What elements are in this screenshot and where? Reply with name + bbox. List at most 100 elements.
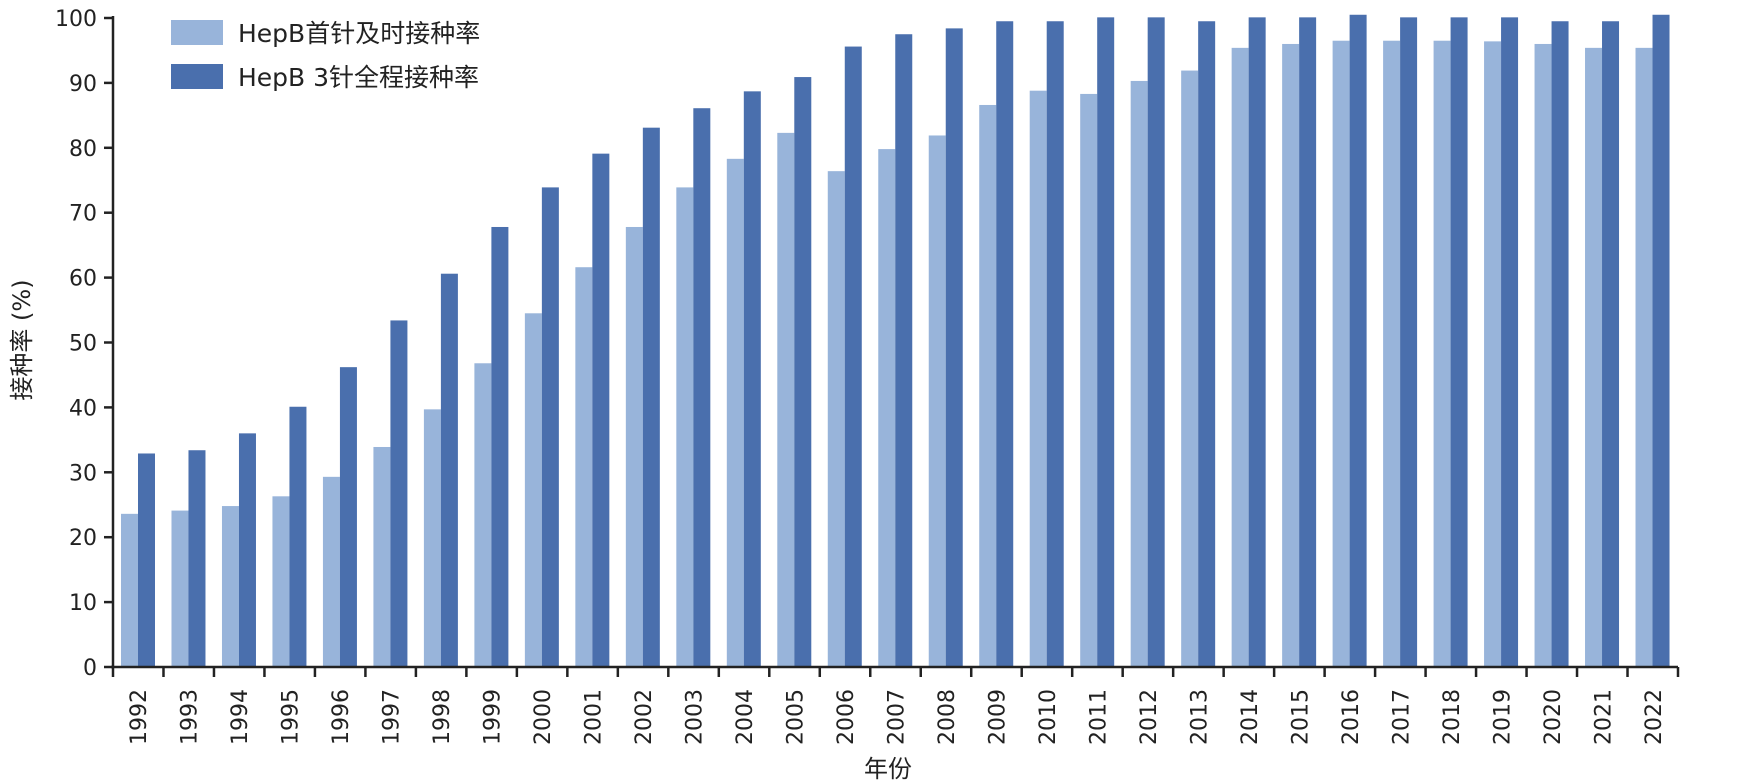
- bar-first-dose-1997: [373, 446, 391, 667]
- bar-three-dose-1992: [138, 453, 155, 667]
- bar-three-dose-1996: [339, 367, 357, 667]
- bar-first-dose-1993: [171, 510, 189, 667]
- bar-first-dose-2015: [1282, 43, 1300, 667]
- x-tick-label-2010: 2010: [1036, 689, 1061, 745]
- bar-first-dose-2018: [1433, 40, 1451, 668]
- bar-three-dose-2020: [1551, 21, 1569, 667]
- bars-layer: [121, 14, 1670, 668]
- bar-three-dose-2017: [1400, 17, 1418, 668]
- y-tick-label-80: 80: [69, 137, 97, 162]
- y-tick-label-10: 10: [69, 591, 97, 616]
- x-axis-title: 年份: [864, 755, 912, 783]
- bar-three-dose-2001: [592, 153, 610, 667]
- bar-three-dose-2005: [794, 77, 812, 667]
- bar-three-dose-2004: [743, 91, 761, 668]
- x-tick-label-2007: 2007: [885, 689, 910, 745]
- bar-first-dose-2003: [676, 187, 694, 667]
- x-tick-label-2002: 2002: [632, 689, 657, 745]
- bar-first-dose-2005: [777, 132, 795, 667]
- x-tick-label-2018: 2018: [1440, 689, 1465, 745]
- bar-three-dose-2008: [945, 28, 963, 667]
- bar-first-dose-2019: [1484, 41, 1502, 668]
- bar-three-dose-2015: [1299, 17, 1317, 668]
- x-tick-label-2017: 2017: [1389, 689, 1414, 745]
- bar-three-dose-2019: [1501, 17, 1519, 668]
- bar-three-dose-2006: [844, 46, 862, 668]
- bar-three-dose-2003: [693, 108, 711, 667]
- bar-first-dose-2012: [1130, 80, 1148, 667]
- bar-three-dose-2022: [1652, 14, 1670, 667]
- bar-first-dose-1996: [322, 476, 340, 667]
- legend-label-2: HepB 3针全程接种率: [238, 63, 479, 92]
- x-tick-label-1998: 1998: [430, 689, 455, 745]
- bar-first-dose-1994: [221, 506, 239, 667]
- bar-three-dose-2012: [1147, 17, 1165, 668]
- x-tick-label-1994: 1994: [228, 689, 253, 745]
- bar-three-dose-1993: [188, 450, 206, 667]
- y-tick-label-40: 40: [69, 396, 97, 421]
- y-tick-label-50: 50: [69, 332, 97, 357]
- y-tick-label-90: 90: [69, 72, 97, 97]
- x-tick-label-2011: 2011: [1086, 689, 1111, 745]
- x-tick-label-2015: 2015: [1288, 689, 1313, 745]
- legend-label-1: HepB首针及时接种率: [238, 19, 480, 48]
- x-tick-label-1997: 1997: [380, 689, 405, 745]
- bar-first-dose-2014: [1231, 47, 1249, 668]
- y-axis-title: 接种率 (%): [8, 279, 36, 400]
- bar-three-dose-2010: [1046, 21, 1064, 667]
- x-tick-label-2006: 2006: [834, 689, 859, 745]
- x-tick-label-2019: 2019: [1490, 689, 1515, 745]
- bar-first-dose-2022: [1635, 47, 1653, 668]
- bar-first-dose-2020: [1534, 43, 1552, 667]
- y-tick-label-70: 70: [69, 202, 97, 227]
- bar-first-dose-1992: [121, 513, 138, 667]
- bar-three-dose-2009: [996, 21, 1014, 667]
- bar-three-dose-2013: [1198, 21, 1216, 667]
- y-tick-label-100: 100: [55, 7, 97, 32]
- y-tick-label-30: 30: [69, 461, 97, 486]
- bar-three-dose-1994: [238, 433, 256, 667]
- bar-first-dose-2017: [1383, 40, 1401, 668]
- bar-three-dose-1998: [440, 273, 458, 667]
- y-tick-label-0: 0: [83, 656, 97, 681]
- legend: HepB首针及时接种率 HepB 3针全程接种率: [171, 19, 480, 92]
- x-tick-label-2022: 2022: [1642, 689, 1667, 745]
- bar-first-dose-2006: [827, 171, 845, 667]
- bar-first-dose-2004: [726, 158, 744, 667]
- axes-layer: 0 10 20 30 40 50 60 70 80 90 100 1992 1993 1994 1995 19…: [55, 7, 1680, 745]
- legend-swatch-2: [171, 64, 223, 89]
- x-tick-label-2016: 2016: [1339, 689, 1364, 745]
- bar-first-dose-2013: [1181, 70, 1199, 667]
- bar-three-dose-2016: [1349, 14, 1367, 667]
- bar-first-dose-2016: [1332, 40, 1350, 668]
- bar-three-dose-2018: [1450, 17, 1468, 668]
- x-tick-label-2012: 2012: [1137, 689, 1162, 745]
- x-tick-label-1993: 1993: [178, 689, 203, 745]
- x-tick-label-1992: 1992: [127, 689, 152, 745]
- bar-three-dose-2014: [1248, 17, 1266, 668]
- y-tick-label-20: 20: [69, 526, 97, 551]
- bar-first-dose-2002: [625, 226, 643, 668]
- bar-first-dose-2011: [1080, 93, 1098, 668]
- x-tick-label-2009: 2009: [985, 689, 1010, 745]
- bar-three-dose-2000: [541, 187, 559, 667]
- x-tick-label-1999: 1999: [481, 689, 506, 745]
- y-tick-label-60: 60: [69, 267, 97, 292]
- x-tick-label-2005: 2005: [784, 689, 809, 745]
- bar-first-dose-2021: [1585, 47, 1603, 668]
- bar-first-dose-2009: [979, 104, 997, 668]
- x-tick-label-1996: 1996: [329, 689, 354, 745]
- x-tick-label-2004: 2004: [733, 689, 758, 745]
- x-tick-label-2021: 2021: [1591, 689, 1616, 745]
- legend-swatch-1: [171, 20, 223, 45]
- bar-first-dose-2008: [928, 135, 946, 668]
- x-tick-label-2020: 2020: [1541, 689, 1566, 745]
- x-tick-label-2001: 2001: [582, 689, 607, 745]
- bar-first-dose-1998: [423, 409, 441, 667]
- bar-three-dose-2021: [1602, 21, 1620, 667]
- bar-first-dose-2000: [524, 313, 542, 667]
- bar-three-dose-2007: [895, 34, 913, 668]
- bar-three-dose-1999: [491, 226, 509, 668]
- bar-first-dose-1999: [474, 363, 492, 667]
